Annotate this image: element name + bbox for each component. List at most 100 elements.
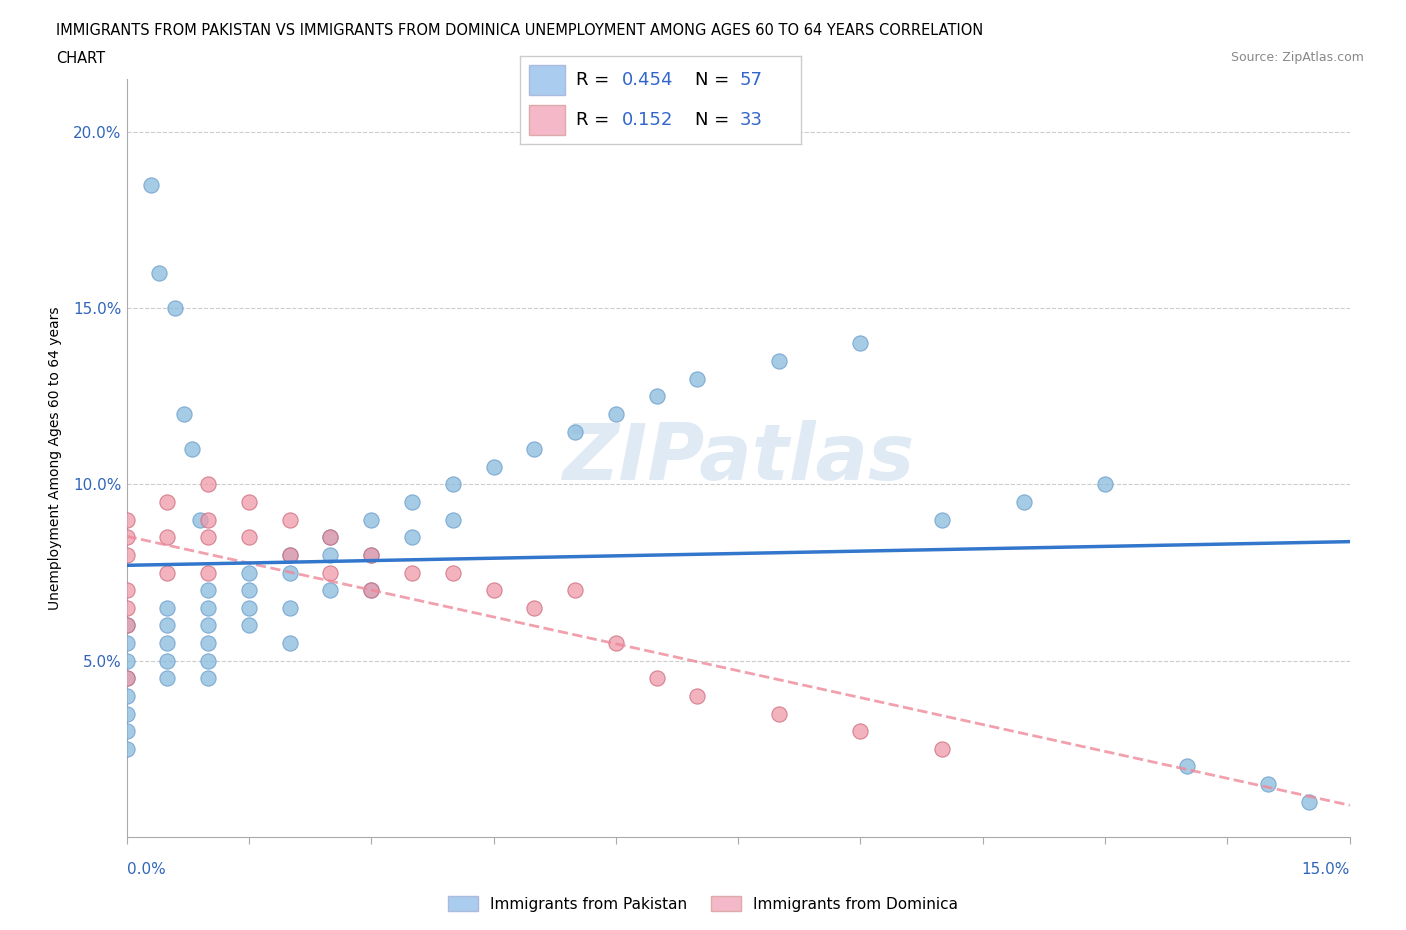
Point — [180, 442, 202, 457]
Point — [197, 671, 219, 685]
Point — [523, 442, 546, 457]
Point — [156, 653, 179, 668]
Point — [849, 336, 872, 351]
Point — [605, 406, 627, 421]
Text: CHART: CHART — [56, 51, 105, 66]
Point — [360, 512, 382, 527]
Point — [139, 178, 162, 193]
Point — [197, 618, 219, 633]
Point — [156, 565, 179, 580]
Point — [401, 495, 423, 510]
Point — [238, 565, 260, 580]
FancyBboxPatch shape — [529, 105, 565, 136]
Point — [115, 688, 138, 703]
Point — [278, 548, 301, 563]
Point — [564, 424, 586, 439]
Point — [278, 565, 301, 580]
Point — [278, 636, 301, 651]
Point — [156, 495, 179, 510]
Text: N =: N = — [695, 71, 734, 88]
Text: 57: 57 — [740, 71, 762, 88]
Point — [156, 671, 179, 685]
Text: 0.152: 0.152 — [621, 112, 673, 129]
FancyBboxPatch shape — [529, 65, 565, 95]
Point — [197, 565, 219, 580]
Point — [319, 548, 342, 563]
Point — [360, 583, 382, 598]
Point — [238, 583, 260, 598]
Point — [197, 601, 219, 616]
Legend: Immigrants from Pakistan, Immigrants from Dominica: Immigrants from Pakistan, Immigrants fro… — [441, 889, 965, 918]
Point — [238, 495, 260, 510]
Point — [115, 583, 138, 598]
Text: R =: R = — [576, 112, 621, 129]
Point — [197, 583, 219, 598]
Point — [197, 653, 219, 668]
Point — [173, 406, 195, 421]
Point — [686, 688, 709, 703]
Text: Source: ZipAtlas.com: Source: ZipAtlas.com — [1230, 51, 1364, 64]
Point — [115, 530, 138, 545]
Point — [1012, 495, 1035, 510]
Point — [360, 548, 382, 563]
Point — [188, 512, 211, 527]
Point — [238, 530, 260, 545]
Text: 15.0%: 15.0% — [1302, 862, 1350, 877]
Point — [564, 583, 586, 598]
Point — [197, 477, 219, 492]
Text: 0.0%: 0.0% — [127, 862, 166, 877]
Point — [115, 636, 138, 651]
Point — [605, 636, 627, 651]
Point — [278, 512, 301, 527]
Point — [401, 530, 423, 545]
Point — [156, 636, 179, 651]
Point — [197, 530, 219, 545]
Point — [115, 618, 138, 633]
Point — [115, 741, 138, 756]
Point — [319, 565, 342, 580]
Point — [115, 724, 138, 738]
Text: 0.454: 0.454 — [621, 71, 673, 88]
Text: 33: 33 — [740, 112, 762, 129]
Text: R =: R = — [576, 71, 616, 88]
Point — [319, 530, 342, 545]
Point — [768, 706, 790, 721]
Point — [645, 389, 668, 404]
Point — [115, 671, 138, 685]
Text: N =: N = — [695, 112, 734, 129]
Point — [115, 706, 138, 721]
Point — [360, 583, 382, 598]
Point — [360, 548, 382, 563]
Point — [1257, 777, 1279, 791]
Point — [441, 512, 464, 527]
Point — [645, 671, 668, 685]
Point — [686, 371, 709, 386]
Point — [278, 548, 301, 563]
Point — [401, 565, 423, 580]
Point — [1094, 477, 1116, 492]
Point — [156, 530, 179, 545]
Point — [1175, 759, 1198, 774]
Point — [156, 618, 179, 633]
Point — [115, 548, 138, 563]
Point — [115, 512, 138, 527]
Point — [238, 601, 260, 616]
Point — [441, 565, 464, 580]
Point — [523, 601, 546, 616]
Point — [482, 583, 505, 598]
Point — [156, 601, 179, 616]
Point — [931, 512, 953, 527]
Y-axis label: Unemployment Among Ages 60 to 64 years: Unemployment Among Ages 60 to 64 years — [48, 306, 62, 610]
Point — [115, 618, 138, 633]
Point — [931, 741, 953, 756]
Point — [319, 583, 342, 598]
Point — [278, 601, 301, 616]
Point — [197, 636, 219, 651]
Point — [165, 300, 187, 315]
Point — [768, 353, 790, 368]
Point — [1298, 794, 1320, 809]
Text: IMMIGRANTS FROM PAKISTAN VS IMMIGRANTS FROM DOMINICA UNEMPLOYMENT AMONG AGES 60 : IMMIGRANTS FROM PAKISTAN VS IMMIGRANTS F… — [56, 23, 983, 38]
Point — [115, 671, 138, 685]
Point — [197, 512, 219, 527]
Point — [319, 530, 342, 545]
